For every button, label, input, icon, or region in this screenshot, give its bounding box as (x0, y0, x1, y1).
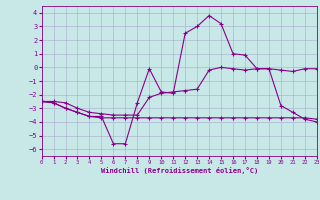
X-axis label: Windchill (Refroidissement éolien,°C): Windchill (Refroidissement éolien,°C) (100, 167, 258, 174)
